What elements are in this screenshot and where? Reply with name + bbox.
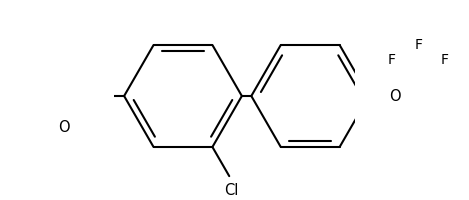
Text: F: F bbox=[441, 53, 449, 67]
Text: O: O bbox=[58, 120, 70, 135]
Text: F: F bbox=[388, 53, 396, 67]
Text: O: O bbox=[389, 89, 401, 104]
Text: Cl: Cl bbox=[224, 183, 239, 198]
Text: F: F bbox=[414, 38, 422, 52]
